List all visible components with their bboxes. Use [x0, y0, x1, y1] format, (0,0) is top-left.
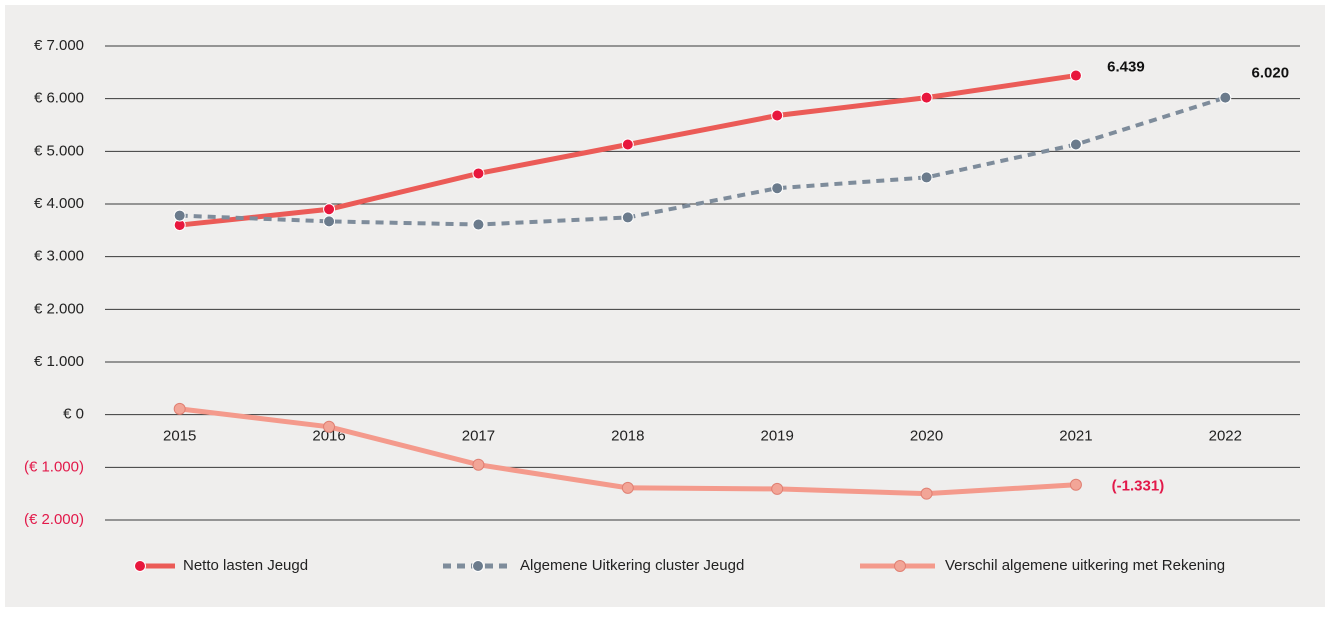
y-tick-label: (€ 1.000)	[24, 458, 84, 475]
y-tick-label: € 7.000	[34, 37, 84, 54]
series-marker	[621, 481, 634, 494]
series-marker	[472, 167, 485, 180]
y-tick-label: € 6.000	[34, 90, 84, 107]
series-line	[179, 95, 1226, 227]
series-marker	[472, 458, 485, 471]
legend-marker	[894, 560, 906, 572]
value-label: 6.439	[1107, 59, 1145, 76]
x-tick-label: 2022	[1209, 428, 1242, 445]
series-marker	[920, 91, 933, 104]
y-tick-label: € 0	[63, 406, 84, 423]
y-tick-label: € 4.000	[34, 195, 84, 212]
series-marker	[771, 482, 784, 495]
x-tick-label: 2019	[761, 428, 794, 445]
x-tick-label: 2015	[163, 428, 196, 445]
y-tick-label: € 1.000	[34, 353, 84, 370]
series-marker	[323, 215, 336, 228]
value-label: (-1.331)	[1112, 478, 1165, 495]
legend-label: Verschil algemene uitkering met Rekening	[945, 557, 1225, 574]
legend-marker	[472, 560, 484, 572]
series-marker	[920, 171, 933, 184]
y-tick-label: € 2.000	[34, 300, 84, 317]
series-marker	[621, 138, 634, 151]
y-tick-label: € 5.000	[34, 142, 84, 159]
series-marker	[1069, 138, 1082, 151]
y-tick-label: (€ 2.000)	[24, 511, 84, 528]
x-tick-label: 2020	[910, 428, 943, 445]
series-marker	[173, 209, 186, 222]
series-marker	[1069, 478, 1082, 491]
x-tick-label: 2017	[462, 428, 495, 445]
legend-label: Algemene Uitkering cluster Jeugd	[520, 557, 744, 574]
x-tick-label: 2021	[1059, 428, 1092, 445]
y-tick-label: € 3.000	[34, 248, 84, 265]
series-marker	[920, 487, 933, 500]
value-label: 6.020	[1252, 65, 1290, 82]
series-marker	[1219, 91, 1232, 104]
legend-marker	[134, 560, 146, 572]
legend-label: Netto lasten Jeugd	[183, 557, 308, 574]
series-marker	[173, 402, 186, 415]
series-marker	[472, 218, 485, 231]
series-marker	[1069, 69, 1082, 82]
series-marker	[323, 203, 336, 216]
series-marker	[771, 182, 784, 195]
x-tick-label: 2016	[312, 428, 345, 445]
series-marker	[323, 420, 336, 433]
chart-background	[5, 5, 1325, 607]
series-marker	[621, 211, 634, 224]
series-marker	[771, 109, 784, 122]
x-tick-label: 2018	[611, 428, 644, 445]
